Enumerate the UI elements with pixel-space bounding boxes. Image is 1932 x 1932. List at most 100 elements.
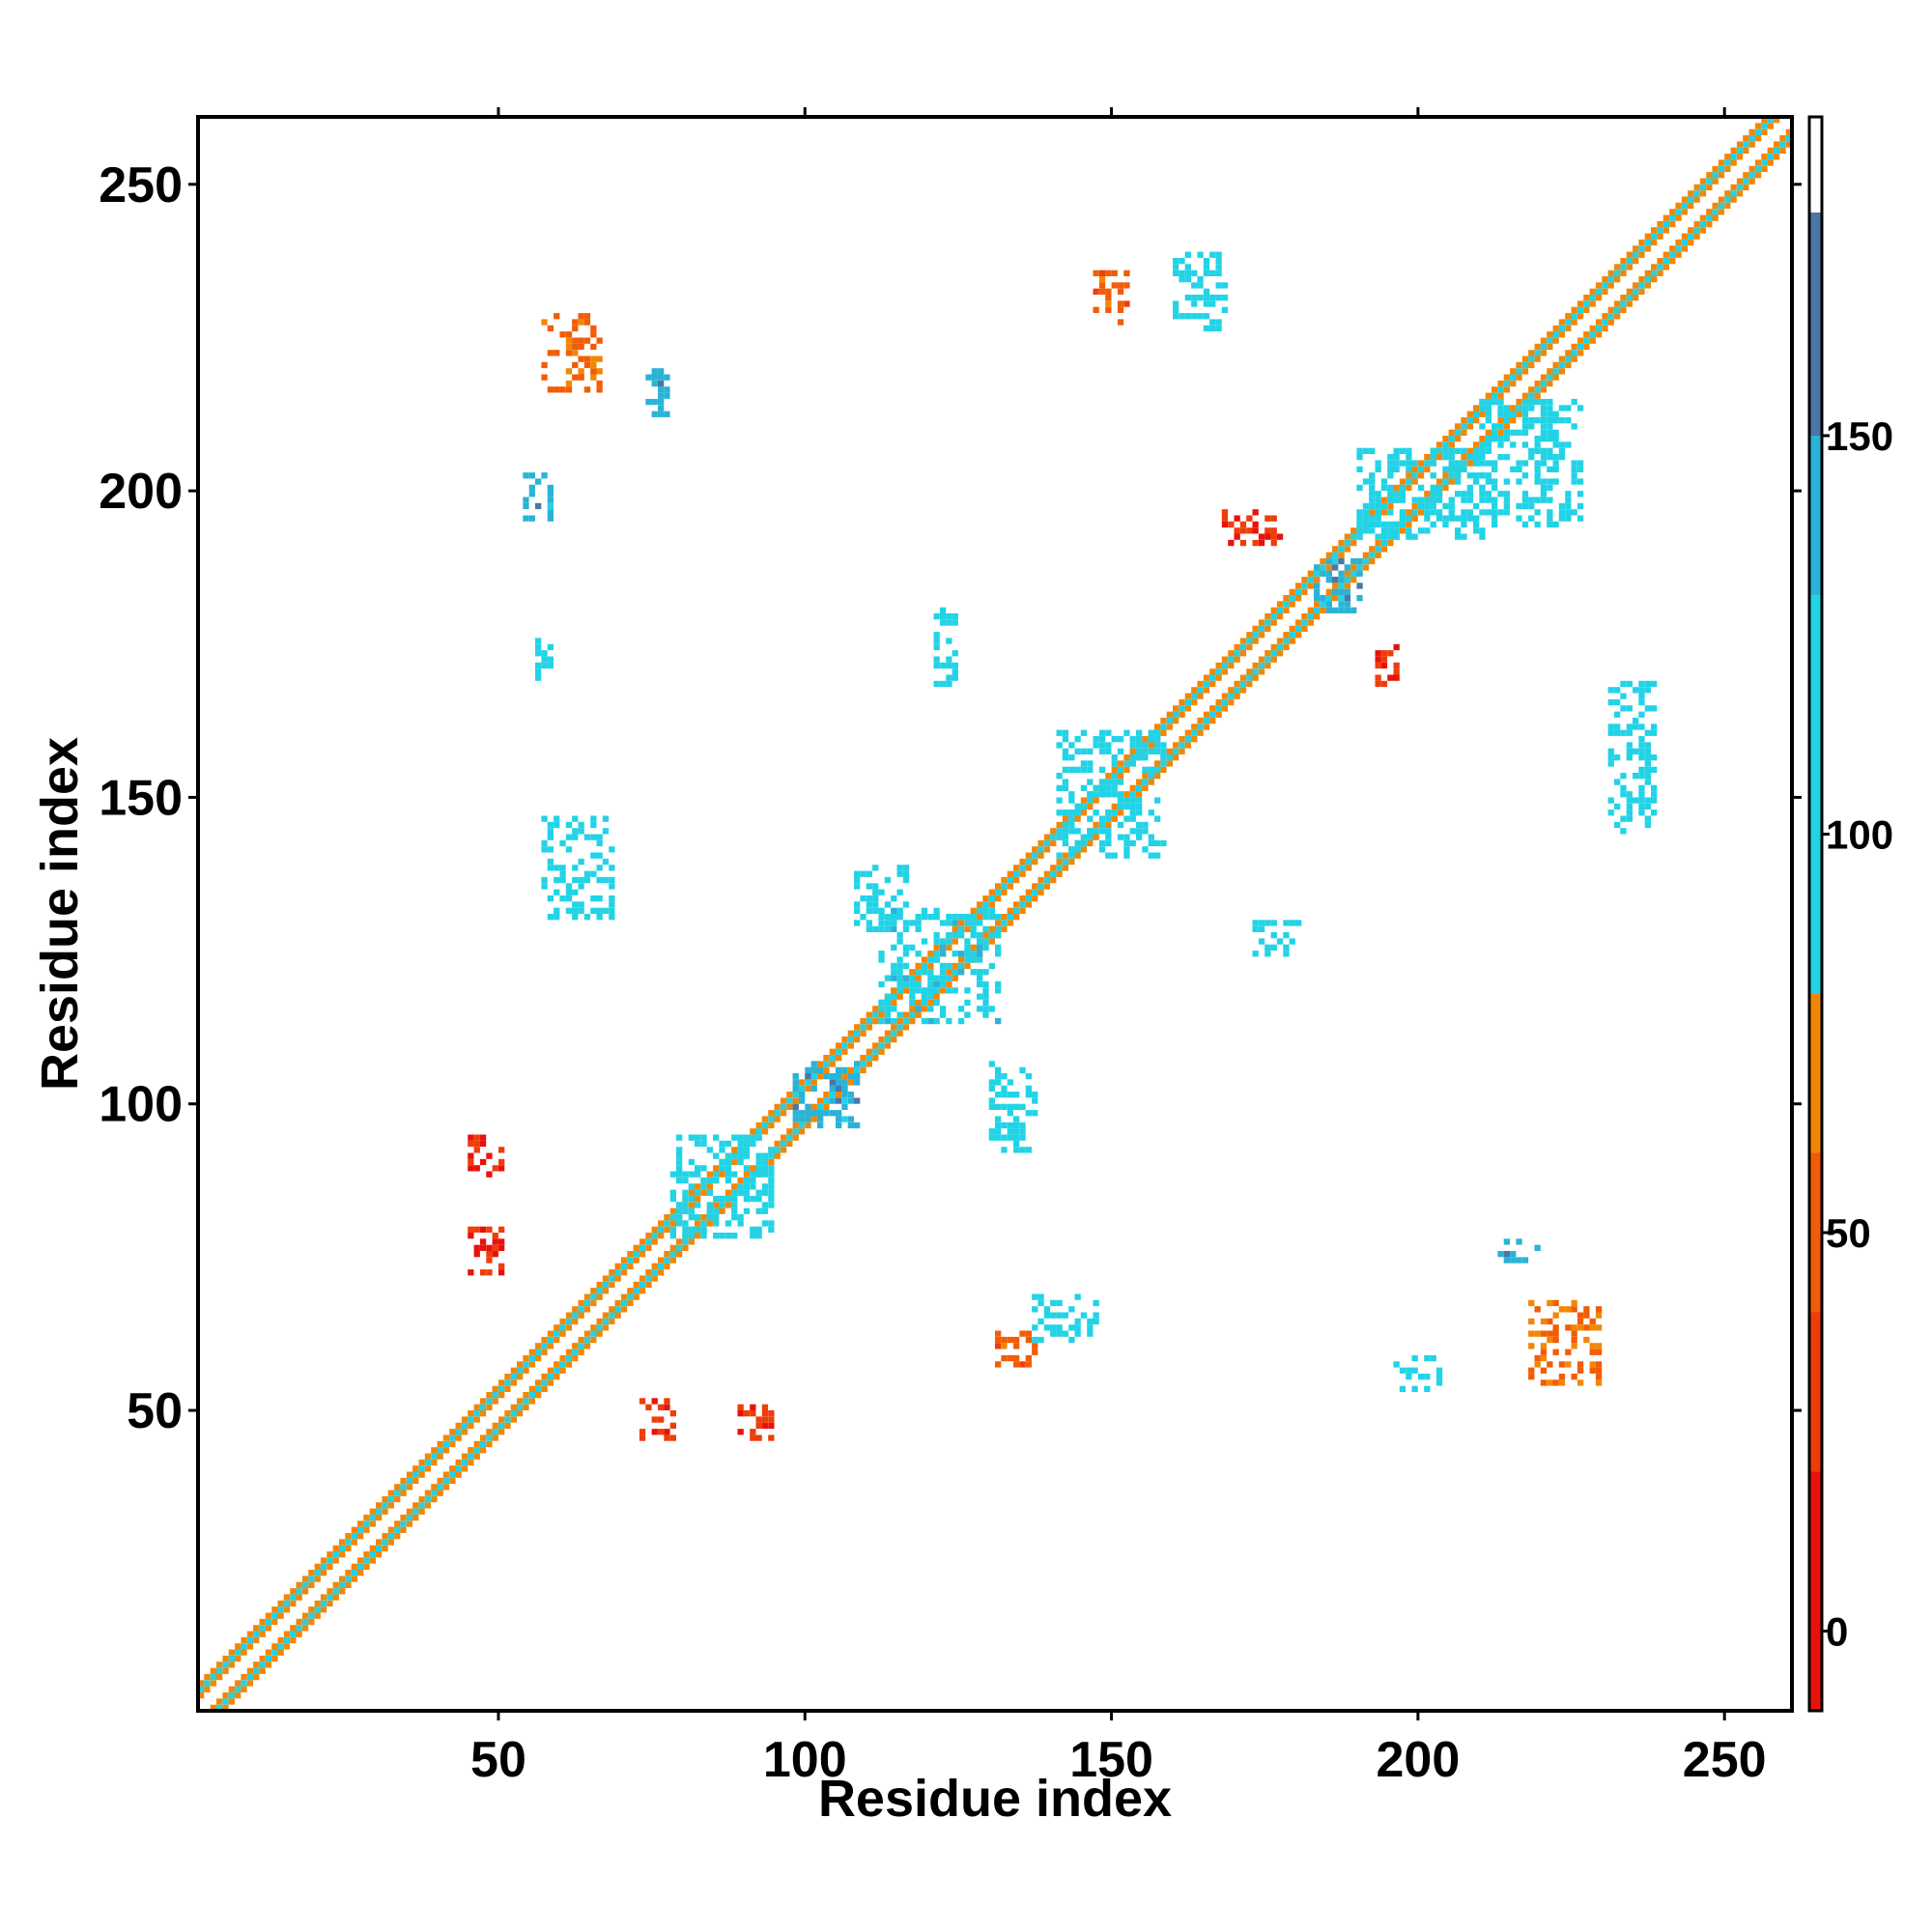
heatmap-cell — [1111, 760, 1118, 767]
heatmap-cell-diagonal — [1743, 178, 1749, 185]
heatmap-cell-diagonal — [1620, 264, 1627, 270]
heatmap-cell-diagonal — [1234, 668, 1240, 675]
heatmap-cell-diagonal — [798, 1085, 806, 1092]
heatmap-cell — [836, 1122, 842, 1129]
heatmap-cell — [682, 1226, 689, 1233]
heatmap-cell-diagonal — [1032, 858, 1038, 866]
heatmap-cell-diagonal — [301, 1612, 309, 1619]
heatmap-cell — [523, 472, 529, 479]
heatmap-cell-diagonal — [1166, 754, 1173, 761]
heatmap-cell — [547, 325, 554, 332]
heatmap-cell-diagonal — [1173, 754, 1179, 761]
heatmap-cell — [755, 1226, 762, 1233]
heatmap-cell-diagonal — [847, 1030, 854, 1037]
heatmap-cell-diagonal — [1589, 300, 1596, 307]
heatmap-cell-diagonal — [412, 1490, 419, 1496]
heatmap-cell — [878, 1017, 885, 1025]
heatmap-cell-diagonal — [1521, 380, 1529, 387]
heatmap-cell-diagonal — [1123, 779, 1130, 785]
heatmap-cell-diagonal — [1375, 539, 1381, 547]
heatmap-cell-diagonal — [535, 1354, 542, 1362]
heatmap-cell-diagonal — [1602, 300, 1608, 307]
heatmap-cell-diagonal — [541, 1361, 548, 1368]
heatmap-cell-diagonal — [719, 1171, 725, 1178]
heatmap-cell-diagonal — [645, 1244, 652, 1251]
heatmap-cell-diagonal — [1754, 172, 1762, 179]
heatmap-cell-diagonal — [572, 1306, 579, 1313]
heatmap-cell — [547, 895, 554, 902]
heatmap-cell-diagonal — [1552, 350, 1559, 356]
heatmap-cell — [1032, 1349, 1038, 1355]
heatmap-cell — [1142, 821, 1149, 829]
heatmap-cell — [1098, 839, 1106, 847]
heatmap-cell — [884, 993, 892, 1000]
heatmap-cell — [535, 638, 542, 644]
heatmap-cell-diagonal — [517, 1398, 524, 1405]
heatmap-cell — [731, 1214, 738, 1221]
heatmap-cell-diagonal — [713, 1208, 720, 1214]
heatmap-cell-diagonal — [1724, 196, 1731, 203]
heatmap-cell — [1638, 736, 1645, 743]
heatmap-cell-diagonal — [1276, 607, 1284, 613]
heatmap-cell-diagonal — [1173, 705, 1179, 712]
heatmap-cell — [1068, 828, 1075, 835]
heatmap-cell — [1595, 1324, 1603, 1331]
heatmap-cell-diagonal — [332, 1570, 339, 1577]
heatmap-cell-diagonal — [1730, 172, 1737, 179]
heatmap-cell — [1406, 466, 1412, 472]
heatmap-cell-diagonal — [1013, 889, 1020, 895]
heatmap-cell — [939, 944, 947, 951]
heatmap-cell — [1325, 570, 1332, 577]
heatmap-cell-diagonal — [1411, 478, 1418, 485]
heatmap-cell — [1448, 454, 1455, 461]
heatmap-cell-diagonal — [1043, 870, 1051, 877]
heatmap-cell-diagonal — [768, 1116, 775, 1122]
heatmap-cell-diagonal — [1602, 313, 1608, 320]
heatmap-cell-diagonal — [517, 1361, 524, 1368]
heatmap-cell — [1270, 920, 1277, 926]
heatmap-cell-diagonal — [915, 1011, 922, 1018]
heatmap-cell — [750, 1183, 756, 1190]
heatmap-cell — [810, 1061, 817, 1067]
heatmap-cell — [572, 834, 579, 840]
heatmap-cell-diagonal — [382, 1520, 388, 1527]
heatmap-cell — [1466, 515, 1473, 522]
heatmap-cell-diagonal — [1448, 478, 1455, 485]
heatmap-cell — [768, 1189, 775, 1196]
heatmap-cell — [583, 870, 591, 877]
heatmap-cell — [676, 1165, 683, 1172]
heatmap-cell — [554, 865, 560, 871]
heatmap-cell-diagonal — [1246, 668, 1253, 675]
heatmap-cell-diagonal — [841, 1036, 848, 1043]
heatmap-cell-diagonal — [1785, 128, 1792, 135]
heatmap-cell — [1252, 539, 1259, 547]
heatmap-cell — [995, 1134, 1002, 1141]
heatmap-cell-diagonal — [1644, 282, 1651, 289]
heatmap-cell-diagonal — [676, 1226, 683, 1233]
heatmap-cell-diagonal — [590, 1336, 597, 1344]
heatmap-cell-diagonal — [442, 1440, 450, 1448]
heatmap-cell-diagonal — [510, 1379, 517, 1386]
heatmap-cell — [1620, 705, 1627, 712]
heatmap-cell — [750, 1233, 756, 1239]
heatmap-cell-diagonal — [1234, 693, 1240, 699]
heatmap-cell — [1534, 1361, 1541, 1368]
heatmap-cell — [841, 1092, 848, 1098]
heatmap-cell — [486, 1251, 493, 1258]
heatmap-cell-diagonal — [627, 1288, 634, 1294]
heatmap-cell — [1068, 815, 1075, 822]
heatmap-cell-diagonal — [1552, 337, 1559, 344]
heatmap-cell-diagonal — [669, 1208, 676, 1214]
heatmap-cell — [1577, 405, 1584, 412]
heatmap-cell — [724, 1220, 732, 1227]
heatmap-cell — [1547, 1318, 1553, 1325]
heatmap-cell-diagonal — [1743, 147, 1749, 154]
heatmap-cell — [1325, 557, 1332, 565]
heatmap-cell — [1105, 306, 1112, 313]
heatmap-cell — [658, 380, 665, 387]
heatmap-cell — [1258, 938, 1265, 945]
heatmap-cell-diagonal — [817, 1085, 824, 1092]
heatmap-cell — [982, 907, 989, 914]
heatmap-cell — [921, 987, 928, 994]
heatmap-cell-diagonal — [283, 1631, 291, 1637]
